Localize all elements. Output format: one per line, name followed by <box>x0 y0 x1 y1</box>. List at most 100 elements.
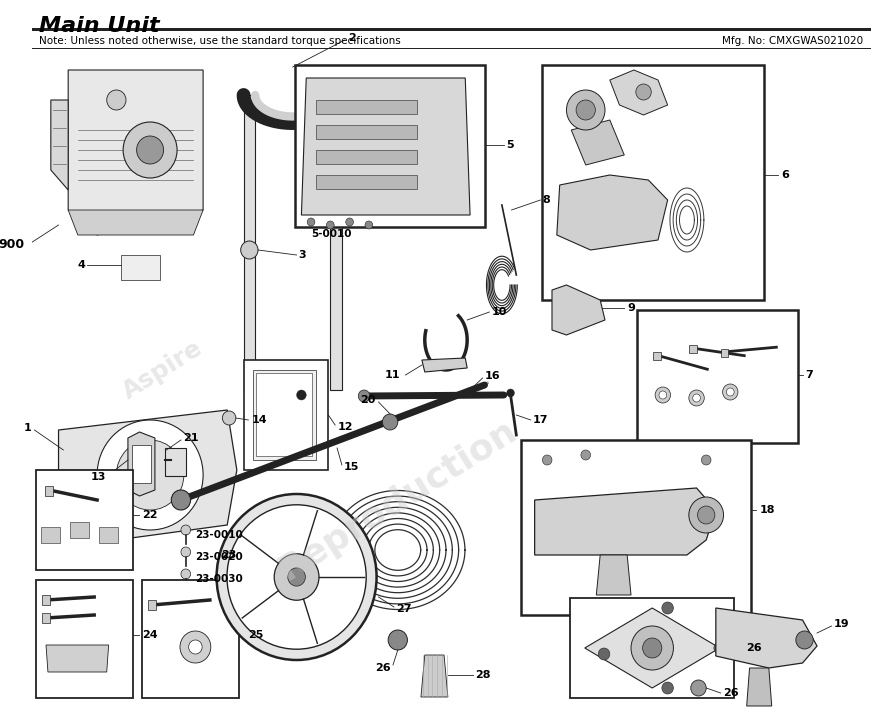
Circle shape <box>701 455 711 465</box>
Bar <box>521 440 751 615</box>
Bar <box>720 349 728 357</box>
Bar <box>253 370 316 460</box>
Text: 22: 22 <box>142 510 158 520</box>
Text: 3: 3 <box>299 250 306 260</box>
Circle shape <box>796 631 814 649</box>
Text: 5: 5 <box>506 140 513 150</box>
Text: 16: 16 <box>484 371 500 381</box>
Text: 23-0020: 23-0020 <box>195 552 243 562</box>
Bar <box>37 470 132 570</box>
Polygon shape <box>746 668 772 706</box>
Polygon shape <box>330 95 342 390</box>
Circle shape <box>581 450 591 460</box>
Circle shape <box>217 494 376 660</box>
Bar <box>252 540 307 573</box>
Polygon shape <box>58 410 237 540</box>
Bar <box>689 345 697 353</box>
Circle shape <box>726 388 734 396</box>
Bar <box>37 580 132 698</box>
Text: 28: 28 <box>475 670 490 680</box>
Text: Aspire: Aspire <box>118 336 207 404</box>
Polygon shape <box>557 175 668 250</box>
Text: 19: 19 <box>834 619 849 629</box>
Circle shape <box>327 221 334 229</box>
Text: 900: 900 <box>0 239 24 251</box>
Bar <box>31 28 871 31</box>
Circle shape <box>346 218 354 226</box>
Bar <box>294 65 484 227</box>
Circle shape <box>358 390 370 402</box>
Polygon shape <box>610 70 668 115</box>
Circle shape <box>365 221 373 229</box>
Text: 17: 17 <box>533 415 548 425</box>
Circle shape <box>227 505 366 649</box>
Text: Main Unit: Main Unit <box>39 16 160 36</box>
Circle shape <box>222 411 236 425</box>
Bar <box>45 486 53 496</box>
Bar <box>653 352 661 360</box>
Circle shape <box>189 640 202 654</box>
Circle shape <box>689 390 705 406</box>
Text: 25: 25 <box>248 630 264 640</box>
Circle shape <box>388 630 408 650</box>
Text: Note: Unless noted otherwise, use the standard torque specifications: Note: Unless noted otherwise, use the st… <box>39 36 401 46</box>
Text: 21: 21 <box>183 433 199 443</box>
Circle shape <box>543 455 552 465</box>
Polygon shape <box>41 527 60 543</box>
Circle shape <box>655 387 671 403</box>
Text: 11: 11 <box>385 370 401 380</box>
Circle shape <box>566 90 605 130</box>
Text: 4: 4 <box>78 260 85 270</box>
Text: 13: 13 <box>91 472 105 482</box>
Polygon shape <box>244 95 255 390</box>
Text: 23: 23 <box>221 550 237 560</box>
Text: 26: 26 <box>375 663 391 673</box>
Circle shape <box>307 218 315 226</box>
Circle shape <box>662 602 673 614</box>
Circle shape <box>636 84 652 100</box>
Polygon shape <box>584 608 719 688</box>
Text: 15: 15 <box>344 462 359 472</box>
Text: 24: 24 <box>142 630 158 640</box>
Bar <box>256 373 312 456</box>
Polygon shape <box>51 100 68 190</box>
Polygon shape <box>46 645 109 672</box>
Circle shape <box>285 540 294 550</box>
Circle shape <box>117 440 184 510</box>
Polygon shape <box>552 285 605 335</box>
Circle shape <box>507 389 515 397</box>
Polygon shape <box>99 527 118 543</box>
Text: 2: 2 <box>348 33 355 43</box>
Bar <box>637 310 798 443</box>
Polygon shape <box>571 120 625 165</box>
Circle shape <box>297 390 307 400</box>
Circle shape <box>287 568 306 586</box>
Text: 20: 20 <box>361 395 375 405</box>
Circle shape <box>258 543 267 553</box>
Bar <box>165 448 186 476</box>
Text: 23-0030: 23-0030 <box>195 574 243 584</box>
Circle shape <box>382 414 398 430</box>
Bar <box>316 125 417 139</box>
Circle shape <box>97 420 203 530</box>
Bar <box>148 600 156 610</box>
Circle shape <box>714 642 726 654</box>
Text: 27: 27 <box>395 604 411 614</box>
Text: 10: 10 <box>491 307 507 317</box>
Text: 6: 6 <box>781 170 789 180</box>
Bar <box>316 150 417 164</box>
Text: 5-0010: 5-0010 <box>311 229 352 239</box>
Bar <box>42 613 50 623</box>
Circle shape <box>723 384 738 400</box>
Text: 1: 1 <box>24 423 31 433</box>
Text: 26: 26 <box>724 688 739 698</box>
Bar <box>316 175 417 189</box>
Bar <box>244 360 328 470</box>
Text: 18: 18 <box>760 505 774 515</box>
Text: Mfg. No: CMXGWAS021020: Mfg. No: CMXGWAS021020 <box>722 36 863 46</box>
Bar <box>42 595 50 605</box>
Text: 14: 14 <box>252 415 267 425</box>
Text: 7: 7 <box>806 370 814 380</box>
Polygon shape <box>716 608 817 668</box>
Polygon shape <box>128 432 155 496</box>
